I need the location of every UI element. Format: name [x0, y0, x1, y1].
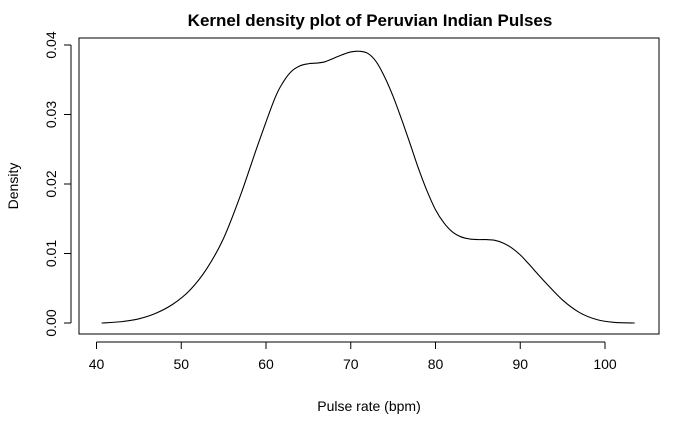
- x-axis: 40 50 60 70 80 90 100: [89, 341, 617, 372]
- x-axis-title: Pulse rate (bpm): [317, 398, 420, 414]
- y-axis-title: Density: [5, 163, 21, 210]
- y-tick-label: 0.04: [43, 31, 59, 58]
- density-curve: [101, 50, 635, 324]
- x-tick-label: 100: [593, 356, 617, 372]
- plot-area-box: [78, 37, 660, 335]
- y-tick-label: 0.00: [43, 309, 59, 336]
- y-axis: 0.00 0.01 0.02 0.03 0.04: [43, 31, 72, 337]
- x-tick-label: 60: [258, 356, 274, 372]
- x-tick-label: 90: [512, 356, 528, 372]
- y-tick-label: 0.02: [43, 170, 59, 197]
- chart-title: Kernel density plot of Peruvian Indian P…: [188, 11, 553, 30]
- y-tick-label: 0.03: [43, 101, 59, 128]
- x-tick-label: 50: [173, 356, 189, 372]
- x-tick-label: 80: [428, 356, 444, 372]
- x-tick-label: 70: [343, 356, 359, 372]
- y-tick-label: 0.01: [43, 240, 59, 267]
- x-tick-label: 40: [89, 356, 105, 372]
